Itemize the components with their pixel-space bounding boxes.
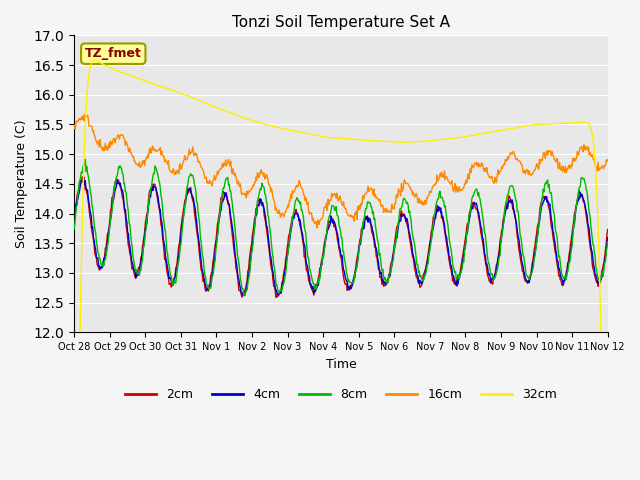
Y-axis label: Soil Temperature (C): Soil Temperature (C) bbox=[15, 120, 28, 248]
Title: Tonzi Soil Temperature Set A: Tonzi Soil Temperature Set A bbox=[232, 15, 450, 30]
Text: TZ_fmet: TZ_fmet bbox=[85, 47, 141, 60]
Legend: 2cm, 4cm, 8cm, 16cm, 32cm: 2cm, 4cm, 8cm, 16cm, 32cm bbox=[120, 383, 562, 406]
X-axis label: Time: Time bbox=[326, 358, 356, 371]
